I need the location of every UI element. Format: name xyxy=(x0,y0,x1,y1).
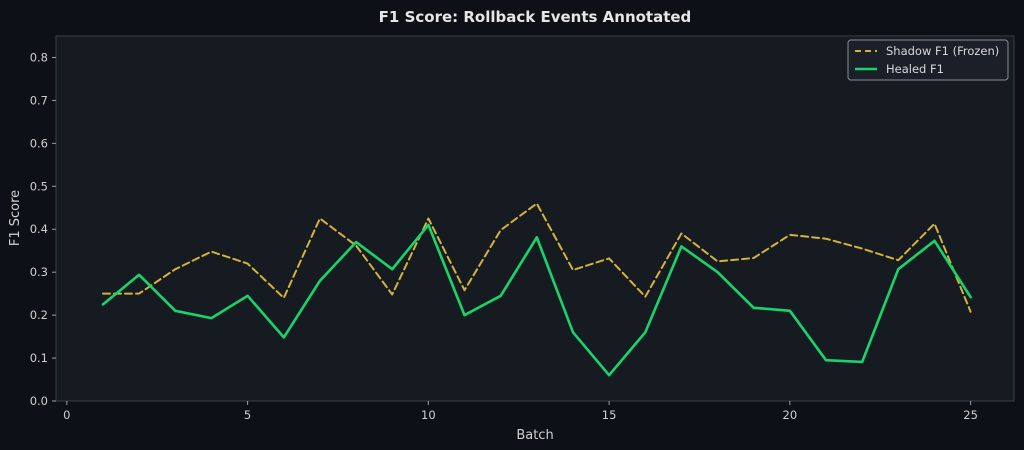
legend-label-shadow: Shadow F1 (Frozen) xyxy=(886,44,999,58)
legend-box xyxy=(847,39,1009,81)
x-tick-label: 20 xyxy=(783,408,798,422)
x-axis: 0 5 10 15 20 25 xyxy=(63,401,978,422)
x-tick-label: 15 xyxy=(602,408,617,422)
plot-area xyxy=(55,35,1015,402)
y-tick-label: 0.1 xyxy=(30,351,48,365)
y-axis: 0.0 0.1 0.2 0.3 0.4 0.5 0.6 0.7 0.8 xyxy=(30,50,56,408)
legend: Shadow F1 (Frozen) Healed F1 xyxy=(847,39,1009,81)
y-tick-label: 0.8 xyxy=(30,50,48,64)
x-axis-label: Batch xyxy=(516,428,553,443)
chart-title: F1 Score: Rollback Events Annotated xyxy=(379,8,692,26)
y-tick-label: 0.0 xyxy=(30,394,48,408)
series-layer xyxy=(101,202,972,377)
legend-label-healed: Healed F1 xyxy=(886,62,944,76)
series-line-healed-f1 xyxy=(101,223,972,377)
x-tick-label: 10 xyxy=(421,408,436,422)
y-tick-label: 0.7 xyxy=(30,93,48,107)
y-tick-label: 0.6 xyxy=(30,136,48,150)
y-tick-label: 0.4 xyxy=(30,222,48,236)
series-line-shadow-f1 xyxy=(102,202,972,313)
y-tick-label: 0.2 xyxy=(30,308,48,322)
y-tick-label: 0.5 xyxy=(30,179,48,193)
x-tick-label: 5 xyxy=(244,408,251,422)
y-tick-label: 0.3 xyxy=(30,265,48,279)
y-axis-label: F1 Score xyxy=(8,190,23,246)
x-tick-label: 25 xyxy=(963,408,978,422)
x-tick-label: 0 xyxy=(63,408,70,422)
